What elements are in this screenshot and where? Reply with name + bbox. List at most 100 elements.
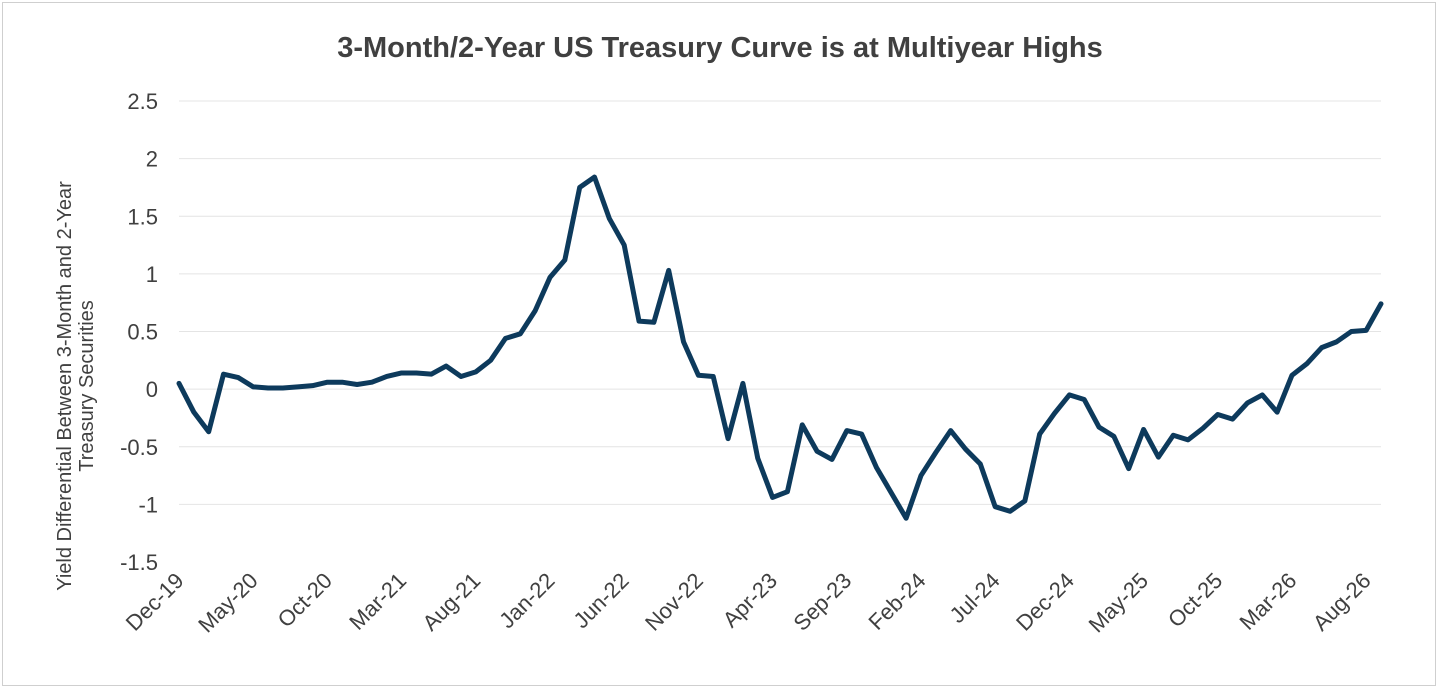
x-tick-label: May-25 — [1084, 568, 1154, 638]
data-point — [874, 465, 879, 470]
data-point — [1067, 392, 1072, 397]
data-point — [1171, 433, 1176, 438]
data-point — [726, 436, 731, 441]
data-point — [1097, 425, 1102, 430]
series-line — [176, 174, 1384, 521]
x-tick-label: Oct-20 — [273, 568, 337, 632]
y-tick-label: 0.5 — [127, 320, 158, 345]
data-point — [607, 216, 612, 221]
data-point — [1052, 411, 1057, 416]
data-point — [755, 456, 760, 461]
data-point — [1200, 426, 1205, 431]
data-point — [1304, 361, 1309, 366]
data-point — [1037, 432, 1042, 437]
y-axis-title-line-2: Treasury Securities — [76, 300, 98, 472]
x-tick-label: Dec-24 — [1011, 568, 1079, 636]
data-point — [414, 370, 419, 375]
y-axis-ticks: 2.5 2 1.5 1 0.5 0 -0.5 -1 -1.5 — [120, 89, 158, 575]
data-point — [978, 462, 983, 467]
data-point — [251, 384, 256, 389]
data-point — [384, 374, 389, 379]
x-tick-label: Sep-23 — [788, 568, 856, 636]
data-point — [1126, 466, 1131, 471]
data-point — [859, 432, 864, 437]
y-tick-label: 2.5 — [127, 89, 158, 114]
data-point — [1260, 392, 1265, 397]
gridlines — [179, 100, 1381, 505]
data-point — [1141, 427, 1146, 432]
data-point — [518, 331, 523, 336]
data-point — [711, 374, 716, 379]
data-point — [444, 364, 449, 369]
data-point — [889, 490, 894, 495]
data-point — [577, 185, 582, 190]
data-point — [592, 175, 597, 180]
y-tick-label: 1.5 — [127, 204, 158, 229]
data-point — [458, 374, 463, 379]
data-point — [1156, 455, 1161, 460]
data-point — [266, 385, 271, 390]
data-point — [1230, 417, 1235, 422]
series-layer — [176, 174, 1384, 521]
data-point — [1111, 434, 1116, 439]
data-point — [681, 339, 686, 344]
data-point — [1349, 329, 1354, 334]
chart-title: 3-Month/2-Year US Treasury Curve is at M… — [337, 32, 1103, 64]
data-point — [918, 473, 923, 478]
data-point — [829, 457, 834, 462]
data-point — [1334, 339, 1339, 344]
data-point — [1319, 345, 1324, 350]
data-point — [399, 370, 404, 375]
data-point — [547, 275, 552, 280]
data-point — [666, 268, 671, 273]
data-point — [533, 308, 538, 313]
data-point — [651, 320, 656, 325]
y-tick-label: -0.5 — [120, 435, 158, 460]
x-tick-label: Dec-19 — [121, 568, 189, 636]
data-point — [637, 319, 642, 324]
x-tick-label: Apr-23 — [718, 568, 782, 632]
data-point — [800, 422, 805, 427]
x-tick-label: Aug-26 — [1308, 568, 1376, 636]
data-point — [948, 428, 953, 433]
data-point — [785, 489, 790, 494]
y-tick-label: 2 — [146, 147, 158, 172]
data-point — [1215, 412, 1220, 417]
x-tick-label: Mar-21 — [344, 568, 411, 635]
data-point — [221, 372, 226, 377]
x-tick-label: Nov-22 — [640, 568, 708, 636]
data-point — [963, 447, 968, 452]
data-point — [369, 380, 374, 385]
data-point — [1008, 509, 1013, 514]
data-point — [1245, 400, 1250, 405]
y-tick-label: -1.5 — [120, 550, 158, 575]
x-tick-label: Mar-26 — [1235, 568, 1302, 635]
x-tick-label: Aug-21 — [417, 568, 485, 636]
x-tick-label: Jan-22 — [494, 568, 559, 633]
data-point — [310, 383, 315, 388]
data-point — [696, 373, 701, 378]
x-tick-label: Jun-22 — [568, 568, 633, 633]
data-point — [1364, 328, 1369, 333]
data-point — [191, 410, 196, 415]
data-point — [562, 258, 567, 263]
data-point — [904, 516, 909, 521]
data-point — [280, 385, 285, 390]
data-point — [844, 428, 849, 433]
data-point — [503, 336, 508, 341]
x-tick-label: Jul-24 — [945, 568, 1005, 628]
data-point — [1379, 301, 1383, 306]
data-point — [340, 380, 345, 385]
data-point — [993, 504, 998, 509]
x-tick-label: May-20 — [193, 568, 263, 638]
data-point — [355, 382, 360, 387]
data-point — [740, 381, 745, 386]
data-point — [1289, 373, 1294, 378]
line-chart: 3-Month/2-Year US Treasury Curve is at M… — [54, 32, 1384, 638]
data-point — [177, 381, 181, 386]
y-tick-label: 0 — [146, 377, 158, 402]
y-tick-label: 1 — [146, 262, 158, 287]
data-point — [325, 380, 330, 385]
data-point — [933, 450, 938, 455]
